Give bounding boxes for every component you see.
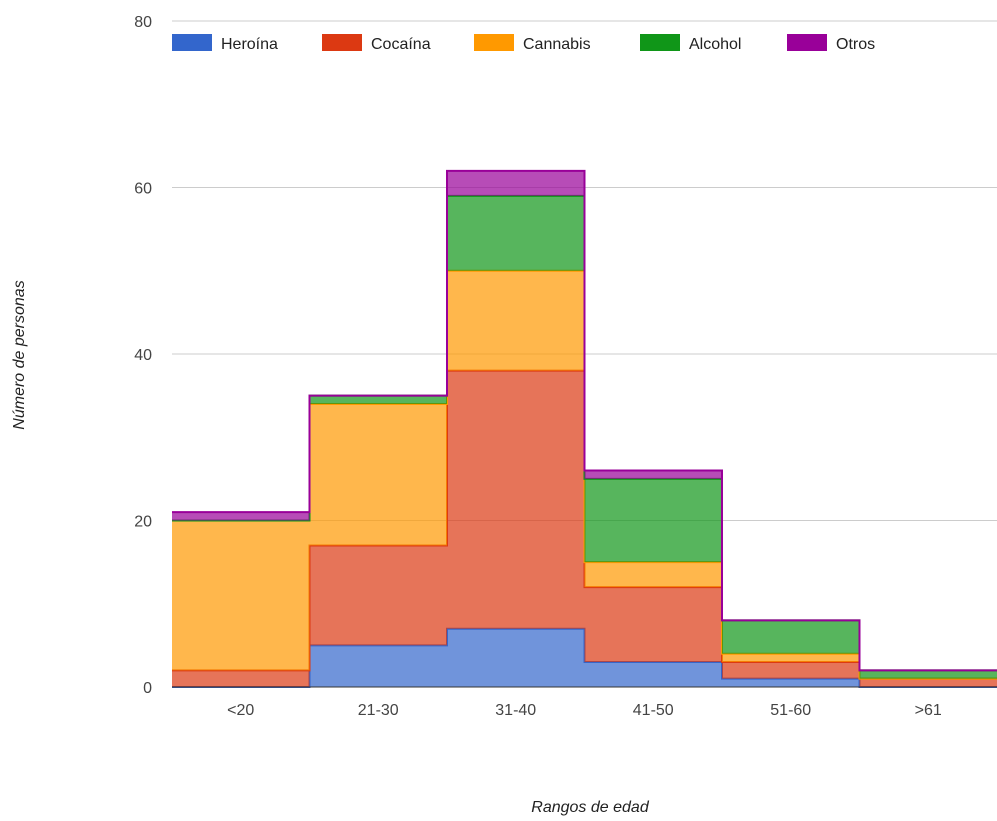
legend-swatch bbox=[640, 34, 680, 51]
area-segment bbox=[584, 470, 722, 479]
x-tick-label: <20 bbox=[227, 702, 254, 719]
area-segment bbox=[309, 395, 447, 404]
legend-item[interactable]: Cocaína bbox=[322, 34, 431, 53]
x-tick-label: 41-50 bbox=[633, 702, 674, 719]
area-segment bbox=[172, 512, 310, 521]
legend-swatch bbox=[474, 34, 514, 51]
area-segment bbox=[309, 545, 447, 646]
area-segment bbox=[447, 195, 585, 271]
series-3 bbox=[172, 194, 997, 679]
area-segment bbox=[447, 170, 585, 196]
area-segment bbox=[859, 670, 997, 679]
legend-item[interactable]: Heroína bbox=[172, 34, 278, 53]
area-segment bbox=[447, 370, 585, 629]
legend-item[interactable]: Alcohol bbox=[640, 34, 741, 53]
y-tick-label: 40 bbox=[134, 347, 152, 364]
area-segment bbox=[584, 662, 722, 687]
area-segment bbox=[172, 670, 310, 687]
series-1 bbox=[172, 369, 997, 687]
area-segment bbox=[722, 678, 860, 687]
area-segment bbox=[722, 662, 860, 679]
legend-swatch bbox=[322, 34, 362, 51]
y-axis-title: Número de personas bbox=[11, 280, 28, 429]
area-segment bbox=[447, 270, 585, 371]
plot-area bbox=[172, 169, 997, 688]
x-axis-title: Rangos de edad bbox=[531, 799, 650, 816]
legend-label: Alcohol bbox=[689, 36, 741, 53]
legend-label: Cannabis bbox=[523, 36, 591, 53]
legend-swatch bbox=[172, 34, 212, 51]
legend[interactable]: Heroína Cocaína Cannabis Alcohol Otros bbox=[172, 34, 875, 53]
series-line bbox=[172, 169, 997, 672]
y-tick-label: 80 bbox=[134, 14, 152, 31]
legend-label: Otros bbox=[836, 36, 875, 53]
x-tick-label: 31-40 bbox=[495, 702, 536, 719]
x-axis-ticks: <20 21-30 31-40 41-50 51-60 >61 bbox=[227, 702, 942, 719]
area-segment bbox=[584, 478, 722, 563]
legend-label: Cocaína bbox=[371, 36, 431, 53]
area-segment bbox=[447, 628, 585, 687]
y-axis-ticks: 0 20 40 60 80 bbox=[134, 14, 152, 697]
legend-swatch bbox=[787, 34, 827, 51]
area-segment bbox=[309, 645, 447, 687]
series-4 bbox=[172, 169, 997, 672]
y-tick-label: 60 bbox=[134, 181, 152, 198]
x-tick-label: >61 bbox=[915, 702, 942, 719]
legend-label: Heroína bbox=[221, 36, 278, 53]
y-tick-label: 0 bbox=[143, 680, 152, 697]
area-segment bbox=[584, 587, 722, 663]
area-segment bbox=[722, 653, 860, 663]
x-tick-label: 51-60 bbox=[770, 702, 811, 719]
area-segment bbox=[172, 520, 310, 671]
area-segment bbox=[859, 678, 997, 687]
legend-item[interactable]: Otros bbox=[787, 34, 875, 53]
area-segment bbox=[584, 562, 722, 588]
x-tick-label: 21-30 bbox=[358, 702, 399, 719]
area-segment bbox=[722, 620, 860, 654]
legend-item[interactable]: Cannabis bbox=[474, 34, 591, 53]
y-tick-label: 20 bbox=[134, 514, 152, 531]
area-segment bbox=[309, 403, 447, 546]
